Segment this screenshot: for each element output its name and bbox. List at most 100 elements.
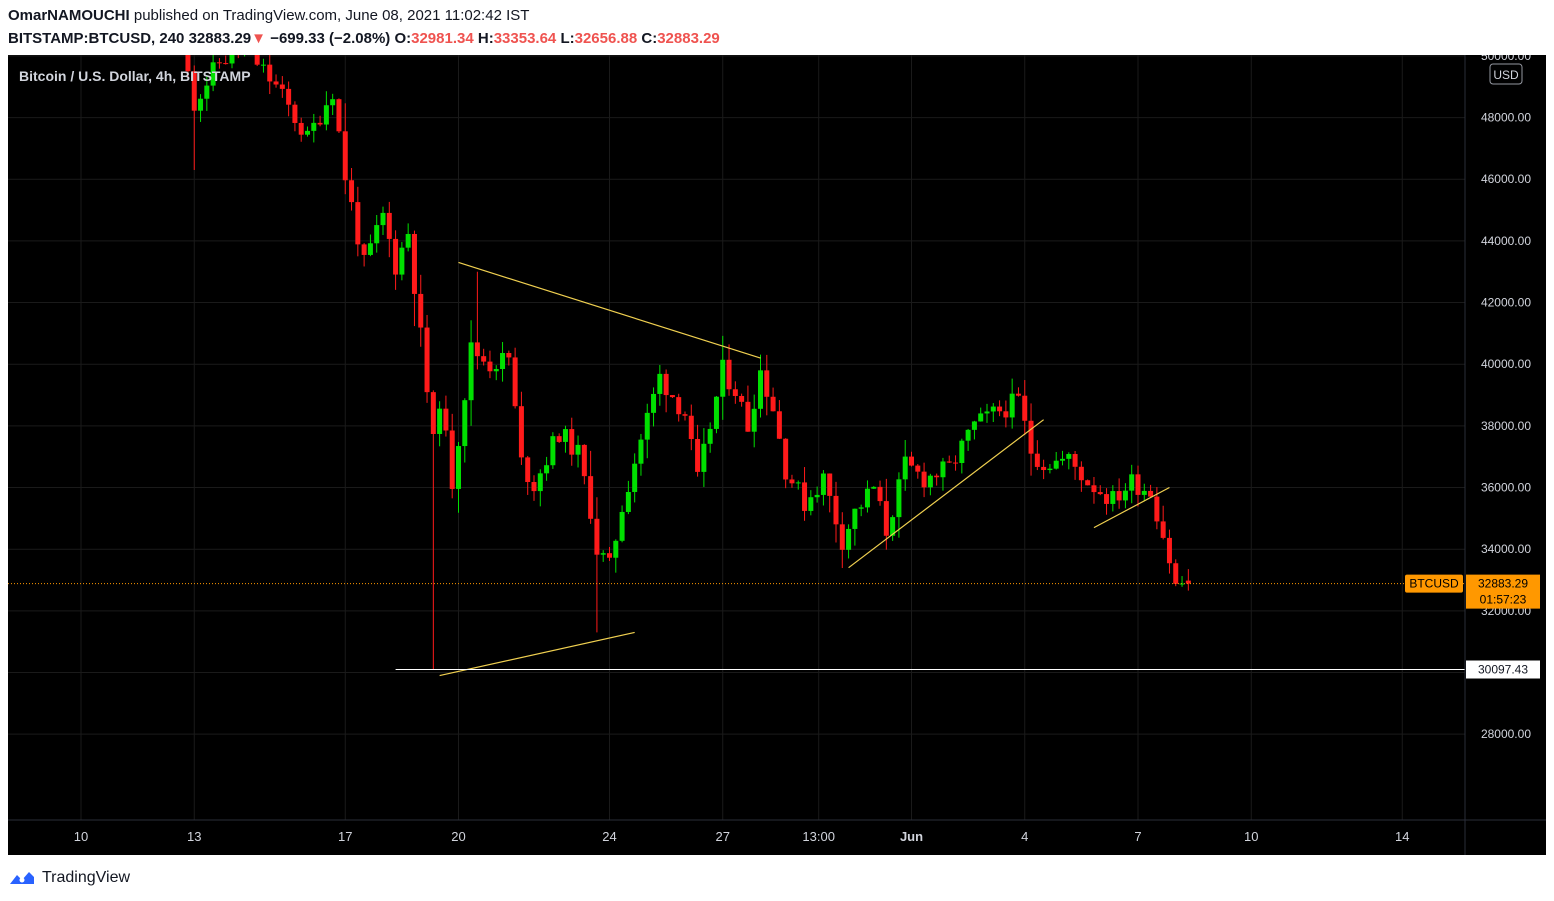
chart-title: Bitcoin / U.S. Dollar, 4h, BITSTAMP [19, 68, 251, 84]
candle-body [443, 408, 449, 431]
chart-canvas[interactable]: 28000.0030000.0032000.0034000.0036000.00… [8, 55, 1546, 855]
close-label: C: [641, 30, 658, 47]
candle-body [1072, 454, 1078, 467]
last-price-label: 32883.29 [1478, 577, 1528, 591]
candle-body [474, 342, 480, 357]
candle-body [1097, 492, 1103, 495]
candle-body [600, 553, 606, 555]
x-tick-label: 27 [716, 829, 730, 844]
candle-body [644, 412, 650, 440]
candle-body [342, 131, 348, 181]
footer-brand[interactable]: TradingView [42, 869, 131, 886]
candle-body [997, 406, 1003, 412]
candle-body [990, 406, 996, 412]
candle-body [871, 486, 877, 489]
candle-body [820, 473, 826, 495]
candle-body [1034, 453, 1040, 467]
candle-body [1078, 466, 1084, 481]
support-price-label: 30097.43 [1478, 663, 1528, 677]
symbol-name: BITSTAMP:BTCUSD, 240 [8, 30, 185, 47]
candle-body [713, 396, 719, 429]
candle-body [632, 463, 638, 493]
candle-body [311, 122, 317, 131]
candle-body [355, 202, 361, 245]
down-arrow-icon: ▼ [251, 30, 267, 47]
candle-body [223, 63, 229, 65]
currency-badge[interactable]: USD [1489, 63, 1523, 85]
candle-body [1129, 474, 1135, 491]
candle-body [380, 212, 386, 226]
candle-body [651, 393, 657, 413]
candle-body [896, 479, 902, 518]
candle-body [216, 62, 222, 64]
candle-body [1110, 491, 1116, 504]
x-tick-label: 10 [1244, 829, 1258, 844]
candle-body [260, 64, 266, 66]
candle-body [619, 511, 625, 541]
candle-body [846, 528, 852, 550]
symbol-tag [1405, 574, 1463, 593]
drawings[interactable] [8, 261, 1465, 677]
candle-body [984, 411, 990, 414]
candle-body [1003, 411, 1009, 418]
chart-grid [8, 55, 1465, 820]
candle-body [550, 436, 556, 466]
y-tick-label: 44000.00 [1481, 234, 1531, 248]
candle-body [682, 414, 688, 416]
candle-body [1135, 474, 1141, 495]
symbol-tag-label: BTCUSD [1409, 577, 1459, 591]
author-name[interactable]: OmarNAMOUCHI [8, 7, 130, 24]
candle-body [317, 122, 323, 125]
candle-body [512, 357, 518, 407]
x-tick-label: 4 [1021, 829, 1028, 844]
tradingview-logo-icon[interactable] [8, 868, 36, 888]
candle-body [909, 456, 914, 466]
price-chart[interactable]: 28000.0030000.0032000.0034000.0036000.00… [8, 55, 1546, 855]
candle-body [399, 247, 405, 275]
candle-body [393, 238, 399, 275]
candle-body [776, 411, 782, 439]
candle-body [198, 98, 204, 111]
candle-body [783, 438, 789, 480]
candle-body [758, 370, 763, 409]
candle-body [367, 243, 373, 255]
candle-body [921, 471, 927, 488]
candle-body [537, 473, 543, 492]
symbol-legend: BITSTAMP:BTCUSD, 240 32883.29▼ −699.33 (… [8, 30, 720, 47]
candle-body [940, 461, 946, 478]
candle-body [330, 99, 336, 106]
candle-body [418, 293, 424, 328]
candle-body [267, 64, 273, 82]
candle-body [518, 406, 524, 458]
candle-body [456, 446, 461, 489]
x-tick-label: 13:00 [802, 829, 835, 844]
candle-body [720, 359, 726, 397]
candle-body [814, 494, 820, 498]
time-axis[interactable]: 10 13 17 20 24 27 13:00 Jun 4 7 10 14 [8, 819, 1546, 844]
candle-body [336, 99, 342, 132]
candle-body [902, 456, 908, 480]
candle-body [349, 180, 355, 203]
candle-body [449, 430, 455, 489]
candle-body [764, 370, 770, 397]
candles [185, 55, 1191, 670]
open-label: O: [394, 30, 412, 47]
x-tick-label: 24 [602, 829, 616, 844]
candle-body [462, 400, 468, 447]
candle-body [915, 465, 921, 472]
candle-body [1160, 521, 1166, 538]
currency-label: USD [1493, 68, 1519, 82]
y-tick-label: 38000.00 [1481, 419, 1531, 433]
candle-body [493, 369, 499, 372]
candle-body [732, 389, 738, 396]
candle-body [707, 428, 713, 444]
published-text: published on TradingView.com, June 08, 2… [133, 7, 530, 24]
candle-body [430, 392, 436, 434]
candle-body [1022, 395, 1028, 421]
y-tick-label: 42000.00 [1481, 296, 1531, 310]
candle-body [789, 479, 795, 484]
high-value: 33353.64 [493, 30, 557, 47]
x-tick-label: 10 [74, 829, 88, 844]
price-axis[interactable]: 28000.0030000.0032000.0034000.0036000.00… [1405, 55, 1540, 855]
open-value: 32981.34 [411, 30, 474, 47]
